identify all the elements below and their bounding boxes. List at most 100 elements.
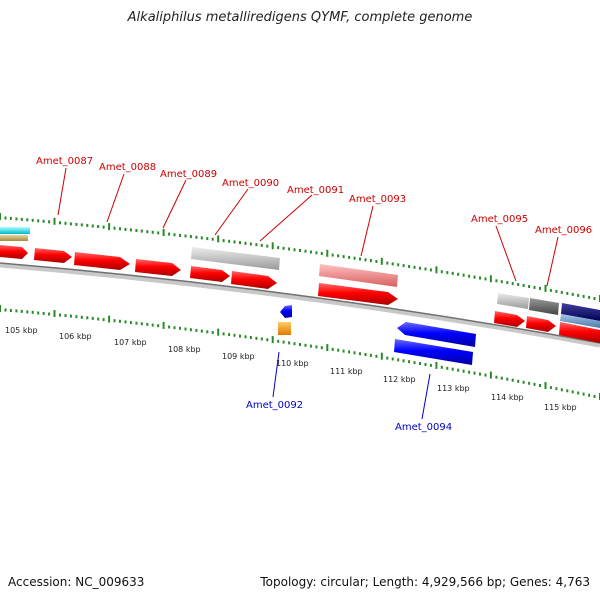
major-tick <box>544 284 547 292</box>
minor-tick <box>517 283 520 286</box>
minor-tick <box>157 231 160 235</box>
major-tick <box>380 352 383 360</box>
minor-tick <box>80 223 83 227</box>
minor-tick <box>124 320 127 324</box>
kbp-label: 110 kbp <box>276 359 309 368</box>
minor-tick <box>282 246 285 250</box>
minor-tick <box>419 362 421 365</box>
minor-tick <box>157 324 160 328</box>
major-tick <box>53 310 56 317</box>
minor-tick <box>402 264 405 268</box>
minor-tick <box>309 344 312 348</box>
minor-tick <box>288 341 291 345</box>
minor-tick <box>75 315 78 319</box>
minor-tick <box>369 259 372 263</box>
minor-tick <box>549 386 552 390</box>
minor-tick <box>9 309 12 312</box>
minor-tick <box>473 275 476 279</box>
minor-tick <box>151 323 154 327</box>
minor-tick <box>429 268 432 272</box>
leader-line <box>272 351 280 398</box>
minor-tick <box>511 282 514 286</box>
minor-tick <box>15 217 18 221</box>
minor-tick <box>282 340 285 344</box>
leader-line <box>214 188 249 236</box>
minor-tick <box>135 229 138 232</box>
gene-label-amet-0087: Amet_0087 <box>36 156 93 167</box>
forward-gene <box>74 252 130 270</box>
grey-feature-0095 <box>497 293 529 309</box>
minor-tick <box>397 358 400 362</box>
inner-tick-row <box>0 305 600 400</box>
kbp-label: 109 kbp <box>222 352 255 361</box>
forward-gene <box>231 271 277 289</box>
minor-tick <box>97 317 100 321</box>
minor-tick <box>244 335 247 339</box>
major-tick <box>544 382 547 389</box>
minor-tick <box>26 310 29 314</box>
minor-tick <box>48 312 51 316</box>
minor-tick <box>397 263 400 267</box>
minor-tick <box>119 227 121 231</box>
minor-tick <box>80 315 83 319</box>
minor-tick <box>124 227 127 231</box>
minor-tick <box>168 232 171 236</box>
minor-tick <box>293 342 296 346</box>
minor-tick <box>511 378 514 382</box>
minor-tick <box>462 273 465 277</box>
minor-tick <box>484 277 487 281</box>
minor-tick <box>129 228 132 232</box>
darkgrey-feature-0096 <box>529 298 559 315</box>
minor-tick <box>582 294 585 298</box>
minor-tick <box>391 262 394 266</box>
minor-tick <box>429 363 432 367</box>
minor-tick <box>451 271 454 275</box>
minor-tick <box>64 314 67 318</box>
minor-tick <box>37 219 40 223</box>
minor-tick <box>359 352 361 356</box>
minor-tick <box>277 339 280 343</box>
minor-tick <box>4 308 7 312</box>
kbp-label: 114 kbp <box>491 393 524 402</box>
minor-tick <box>440 270 443 274</box>
minor-tick <box>211 237 214 241</box>
minor-tick <box>577 391 580 395</box>
tan-feature <box>0 235 28 241</box>
gene-label-amet-0092: Amet_0092 <box>246 400 303 411</box>
minor-tick <box>20 309 23 313</box>
major-tick <box>162 321 165 329</box>
minor-tick <box>582 392 585 396</box>
minor-tick <box>179 326 181 330</box>
forward-gene <box>318 283 398 305</box>
minor-tick <box>479 276 481 280</box>
minor-tick <box>15 309 18 313</box>
minor-tick <box>151 230 154 234</box>
major-tick <box>435 266 438 274</box>
minor-tick <box>451 367 454 371</box>
minor-tick <box>342 255 345 259</box>
leader-line <box>57 167 67 216</box>
genome-summary-text: Topology: circular; Length: 4,929,566 bp… <box>260 575 590 589</box>
gene-label-amet-0089: Amet_0089 <box>160 169 217 180</box>
outer-tick-row <box>0 213 600 302</box>
kbp-label: 108 kbp <box>168 345 201 354</box>
minor-tick <box>588 295 591 299</box>
major-tick <box>217 235 220 243</box>
reverse-gene-labels: Amet_0092 Amet_0094 <box>246 351 452 433</box>
forward-gene <box>494 311 525 327</box>
minor-tick <box>413 361 416 365</box>
minor-tick <box>348 350 351 354</box>
minor-tick <box>342 349 345 353</box>
minor-tick <box>9 216 12 220</box>
minor-tick <box>189 235 192 239</box>
minor-tick <box>260 337 263 341</box>
minor-tick <box>140 322 143 326</box>
minor-tick <box>473 371 476 375</box>
forward-gene <box>0 245 28 259</box>
minor-tick <box>402 359 405 363</box>
minor-tick <box>42 219 45 223</box>
minor-tick <box>446 271 449 275</box>
minor-tick <box>228 239 231 243</box>
minor-tick <box>560 290 563 294</box>
leader-line <box>546 236 559 287</box>
